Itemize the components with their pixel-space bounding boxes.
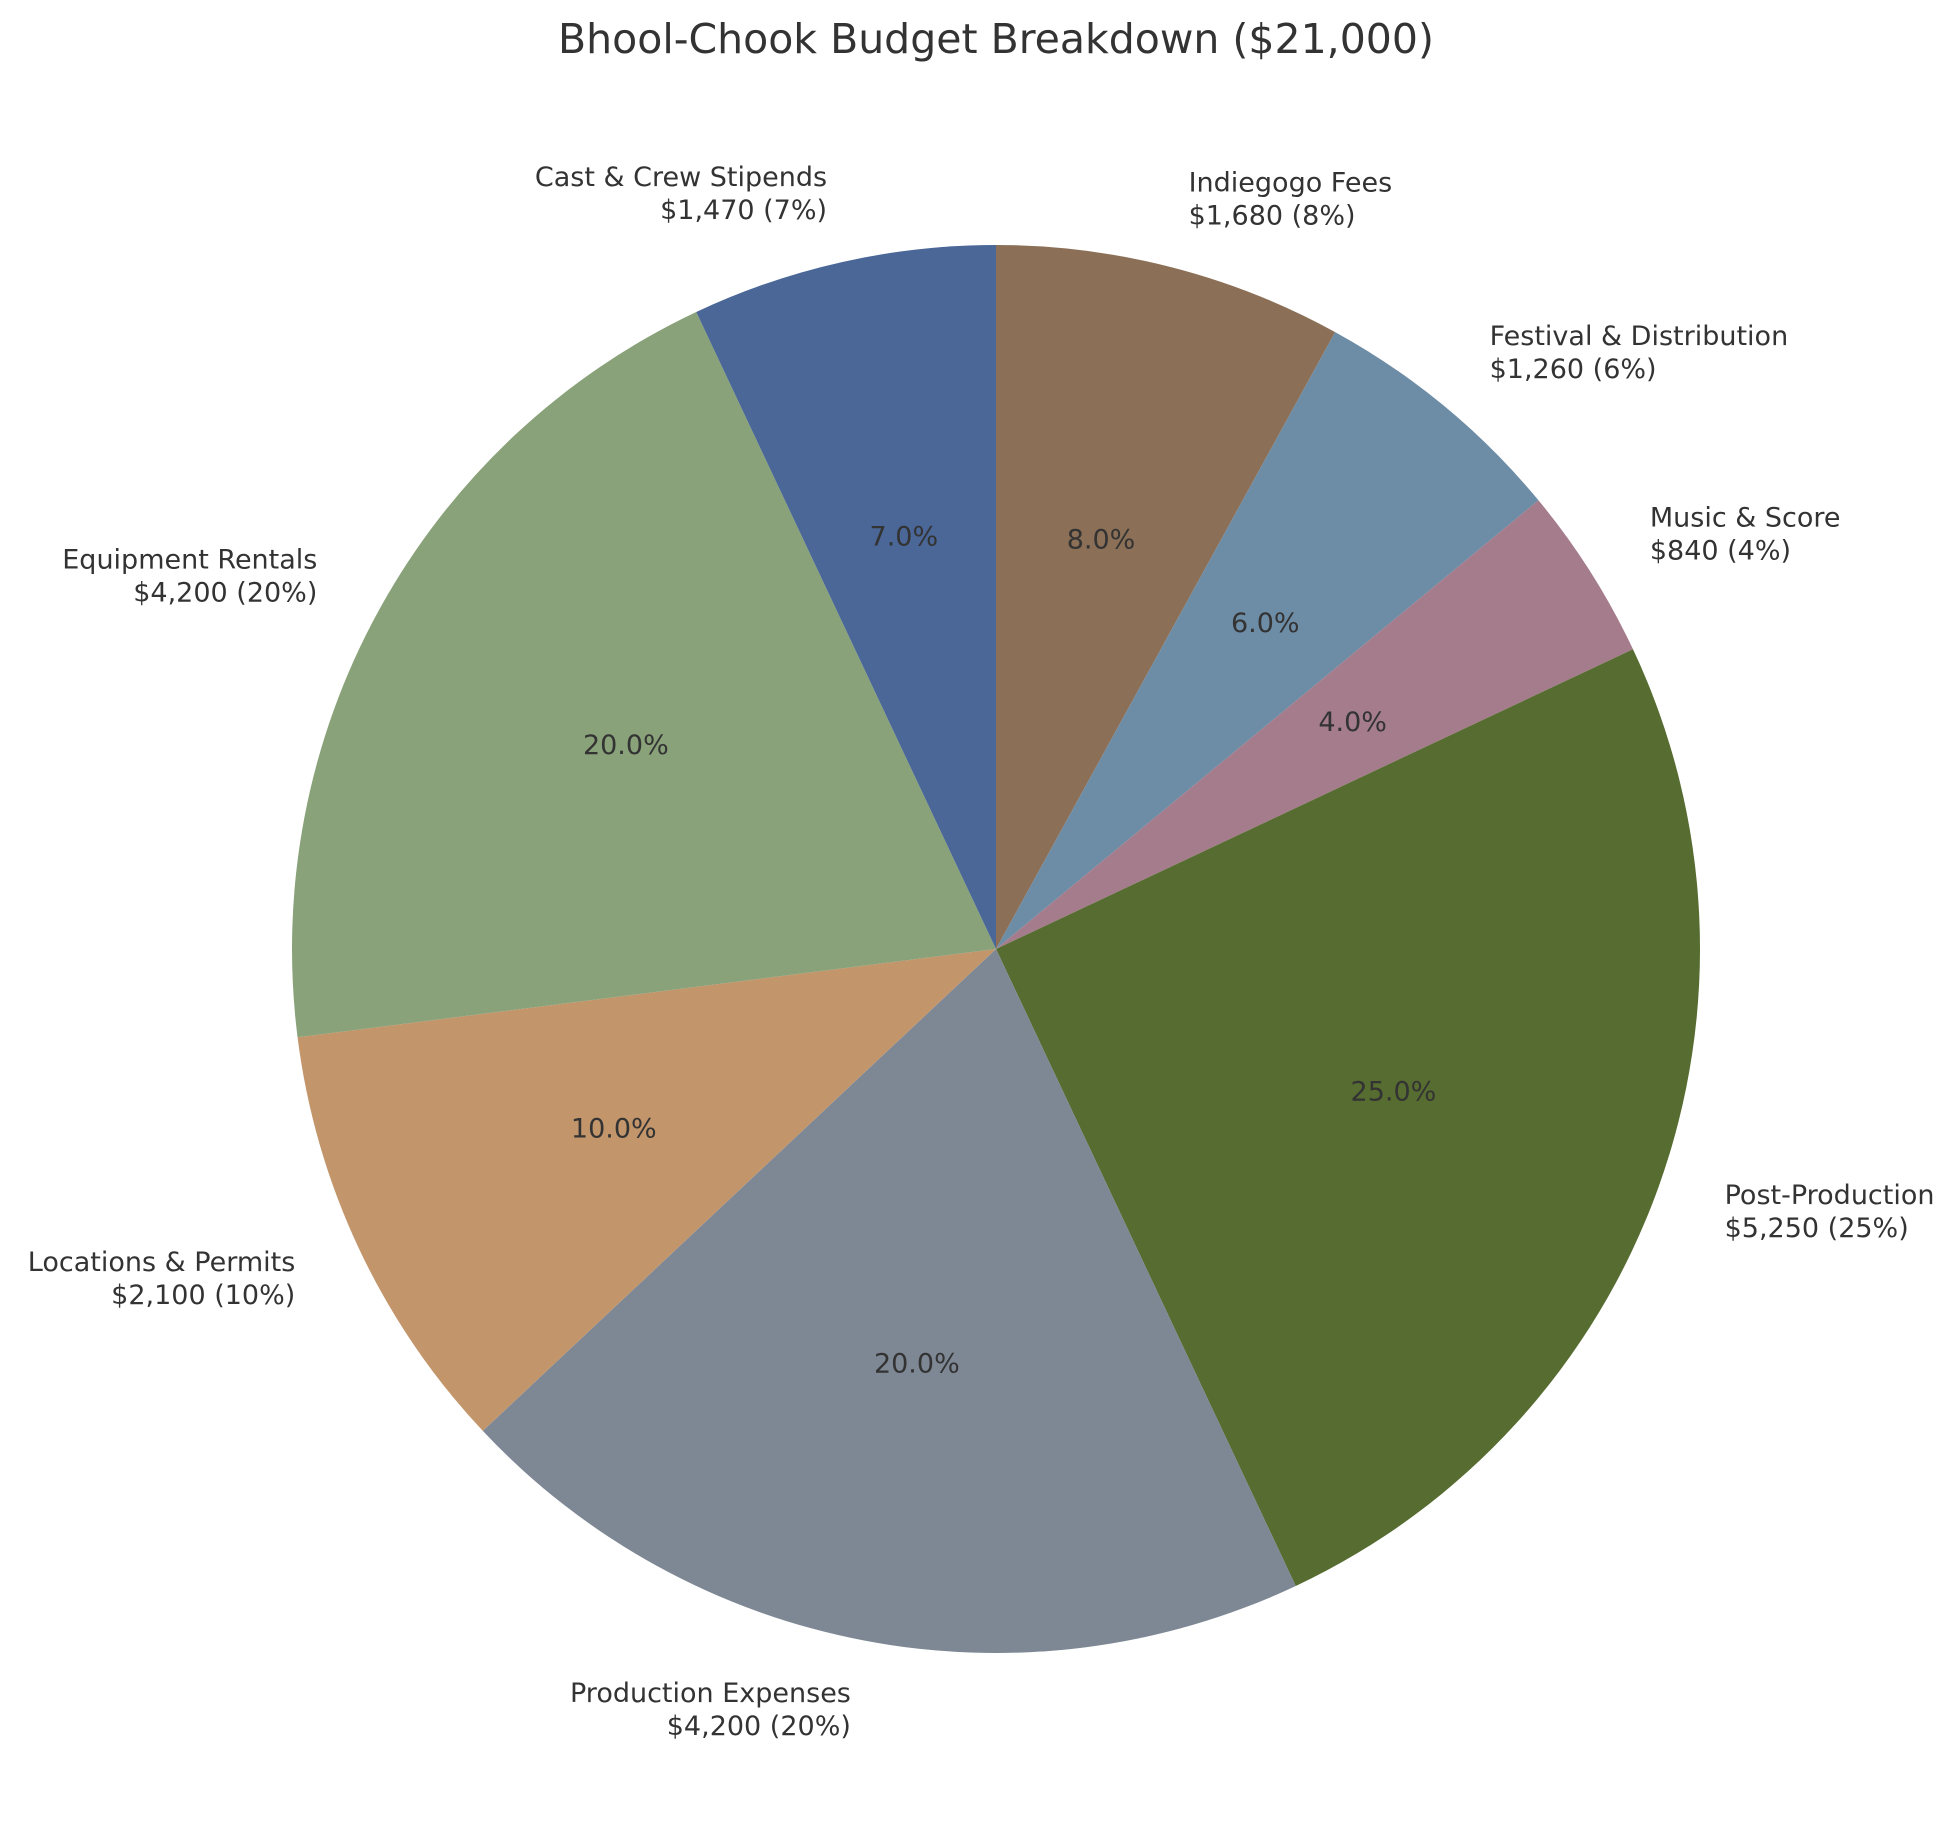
outer-label-production-expenses: Production Expenses $4,200 (20%) [570,1678,851,1742]
pct-label-equipment-rentals: 20.0% [583,730,669,761]
pie-slice-cast-and-crew-stipends [696,245,996,949]
pct-label-cast-and-crew-stipends: 7.0% [870,521,939,552]
pie-slice-indiegogo-fees [996,245,1336,949]
outer-label-equipment-rentals: Equipment Rentals $4,200 (20%) [62,544,317,608]
pct-label-post-production: 25.0% [1351,1077,1437,1108]
chart-title: Bhool-Chook Budget Breakdown ($21,000) [558,15,1434,63]
pie-slice-festival-and-distribution [996,332,1539,950]
pie-slices [291,245,1701,1654]
category-amount: $1,680 (8%) [1189,200,1356,231]
pct-label-production-expenses: 20.0% [874,1348,960,1379]
category-name: Music & Score [1650,503,1841,534]
outer-label-cast-and-crew-stipends: Cast & Crew Stipends $1,470 (7%) [535,162,827,226]
pct-label-festival-and-distribution: 6.0% [1231,608,1300,639]
pie-labels: 8.0% Indiegogo Fees $1,680 (8%) 6.0% Festiva… [28,162,1935,1742]
outer-label-music-and-score: Music & Score $840 (4%) [1650,503,1841,567]
pie-slice-production-expenses [482,949,1296,1654]
category-amount: $1,260 (6%) [1490,354,1657,385]
category-amount: $840 (4%) [1650,536,1791,567]
category-name: Cast & Crew Stipends [535,162,827,193]
outer-label-indiegogo-fees: Indiegogo Fees $1,680 (8%) [1189,167,1393,231]
outer-label-post-production: Post-Production $5,250 (25%) [1725,1180,1935,1244]
pct-label-indiegogo-fees: 8.0% [1067,524,1136,555]
category-amount: $5,250 (25%) [1725,1213,1909,1244]
category-name: Indiegogo Fees [1189,167,1393,198]
category-amount: $1,470 (7%) [660,195,827,226]
pie-slice-music-and-score [996,500,1633,949]
category-amount: $4,200 (20%) [667,1711,851,1742]
outer-label-festival-and-distribution: Festival & Distribution $1,260 (6%) [1490,321,1789,385]
pie-slice-equipment-rentals [291,312,996,1038]
pie-slice-post-production [996,649,1701,1586]
category-amount: $2,100 (10%) [111,1280,295,1311]
pct-label-music-and-score: 4.0% [1318,707,1387,738]
category-name: Festival & Distribution [1490,321,1789,352]
outer-label-locations-and-permits: Locations & Permits $2,100 (10%) [28,1247,296,1311]
category-name: Equipment Rentals [62,544,317,575]
pct-label-locations-and-permits: 10.0% [571,1113,657,1144]
category-name: Post-Production [1725,1180,1935,1211]
pie-slice-locations-and-permits [297,949,996,1431]
category-name: Locations & Permits [28,1247,296,1278]
category-name: Production Expenses [570,1678,851,1709]
category-amount: $4,200 (20%) [133,577,317,608]
